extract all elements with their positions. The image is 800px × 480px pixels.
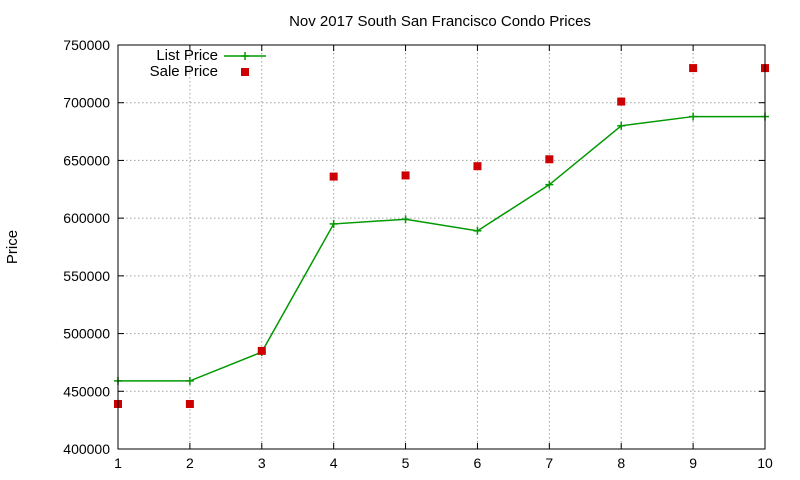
data-point-list-price [689, 112, 698, 121]
x-tick-label: 4 [330, 455, 338, 471]
data-point-list-price [545, 180, 554, 189]
y-tick-label: 500000 [63, 326, 110, 342]
legend-swatch-sale-price [241, 68, 249, 76]
data-point-list-price [329, 219, 338, 228]
y-tick-label: 700000 [63, 95, 110, 111]
data-point-sale-price [257, 346, 266, 355]
x-tick-label: 2 [186, 455, 194, 471]
axis-ticks: 400000 450000 500000 550000 600000 650000 7000… [63, 37, 773, 471]
data-point-list-price [185, 376, 194, 385]
x-tick-label: 3 [258, 455, 266, 471]
legend-label-sale-price: Sale Price [150, 63, 218, 80]
data-point-sale-price [617, 97, 626, 106]
data-point-sale-price [329, 172, 338, 181]
data-point-sale-price [401, 171, 410, 180]
y-tick-label: 750000 [63, 37, 110, 53]
data-point-list-price [401, 215, 410, 224]
legend-marker [241, 52, 249, 60]
grid [118, 45, 765, 449]
y-axis-title: Price [4, 230, 21, 264]
data-point-sale-price [689, 64, 698, 73]
data-point-sale-price [545, 155, 554, 164]
x-tick-label: 7 [545, 455, 553, 471]
data-point-list-price [617, 121, 626, 130]
x-tick-label: 8 [617, 455, 625, 471]
series [114, 64, 769, 408]
legend-marker [241, 68, 249, 76]
x-tick-label: 10 [757, 455, 773, 471]
y-tick-label: 650000 [63, 152, 110, 168]
plot-border [117, 44, 766, 450]
x-tick-label: 9 [689, 455, 697, 471]
y-tick-label: 550000 [63, 268, 110, 284]
chart-title: Nov 2017 South San Francisco Condo Price… [289, 13, 591, 30]
data-point-sale-price [473, 162, 482, 171]
legend-swatch-list-price [224, 52, 266, 60]
y-tick-label: 600000 [63, 210, 110, 226]
data-point-sale-price [185, 399, 194, 408]
series-line-list-price [118, 115, 765, 382]
x-tick-label: 1 [114, 455, 122, 471]
y-tick-label: 450000 [63, 383, 110, 399]
legend-label-list-price: List Price [156, 47, 218, 64]
x-tick-label: 5 [402, 455, 410, 471]
y-tick-label: 400000 [63, 441, 110, 457]
legend: List Price Sale Price [150, 47, 266, 80]
x-tick-label: 6 [474, 455, 482, 471]
data-point-list-price [473, 226, 482, 235]
